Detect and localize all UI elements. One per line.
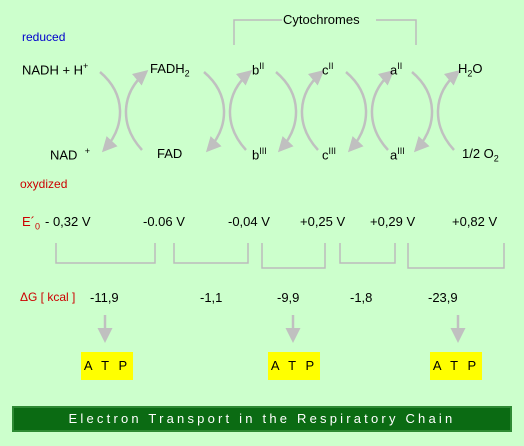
potential-value: +0,29 V [370,214,416,229]
carrier-o2: 1/2 O2 [462,146,499,164]
carrier-nad: NAD + [50,146,90,163]
atp-box: A T P [81,352,133,380]
potential-brackets [55,243,505,269]
cytochrome-bracket [233,19,282,45]
carrier-a-reduced: aII [390,61,403,78]
carrier-fadh2: FADH2 [150,61,190,79]
carrier-nadh: NADH + H+ [22,61,89,78]
free-energy-value: -1,1 [200,290,223,305]
free-energy-value: -23,9 [428,290,458,305]
carrier-c-oxidized: cIII [322,146,337,163]
potential-value: +0,25 V [300,214,346,229]
free-energy-label: ΔG [ kcal ] [20,290,76,304]
potential-value: - 0,32 V [45,214,91,229]
atp-box: A T P [430,352,482,380]
oxidized-label: oxydized [20,177,68,191]
carrier-a-oxidized: aIII [390,146,405,163]
atp-arrows [97,315,466,343]
carrier-b-oxidized: bIII [252,146,267,163]
title-banner: Electron Transport in the Respiratory Ch… [12,406,512,432]
potential-value: -0,04 V [228,214,270,229]
free-energy-value: -1,8 [350,290,373,305]
carrier-h2o: H2O [458,61,483,79]
cytochromes-label: Cytochromes [283,12,360,27]
reduced-label: reduced [22,30,66,44]
free-energy-value: -9,9 [277,290,300,305]
carrier-b-reduced: bII [252,61,265,78]
atp-box: A T P [268,352,320,380]
carrier-c-reduced: cII [322,61,334,78]
potential-value: -0.06 V [143,214,185,229]
carrier-fad: FAD [157,146,183,161]
potential-value: +0,82 V [452,214,498,229]
redox-arrows [99,70,461,153]
potential-label: E´0 [22,214,41,232]
free-energy-value: -11,9 [90,290,119,305]
